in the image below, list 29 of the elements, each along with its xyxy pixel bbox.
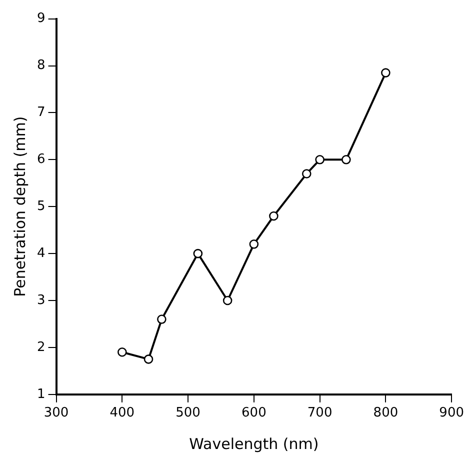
x-axis-title: Wavelength (nm) — [189, 434, 319, 453]
point — [144, 354, 154, 364]
y-tick-label: 4 — [36, 246, 46, 261]
x-tick-label: 500 — [176, 406, 200, 421]
y-tick-label: 7 — [36, 105, 46, 120]
point — [193, 248, 203, 258]
point — [302, 169, 312, 178]
x-tick-label: 800 — [373, 406, 398, 421]
point — [381, 68, 390, 78]
y-axis-title: Penetration depth (mm) — [10, 116, 29, 297]
y-tick-label: 1 — [36, 386, 46, 402]
point — [269, 211, 278, 221]
point — [342, 155, 351, 164]
y-tick-label: 8 — [36, 58, 46, 74]
point — [315, 155, 324, 164]
y-tick-label: 9 — [36, 11, 46, 26]
y-tick-label: 5 — [36, 198, 46, 214]
point — [249, 240, 259, 249]
x-tick-label: 300 — [44, 406, 69, 421]
y-tick-label: 3 — [36, 292, 46, 308]
x-tick-label: 900 — [439, 406, 464, 421]
x-tick-label: 600 — [242, 406, 266, 421]
x-tick-label: 700 — [307, 406, 332, 421]
point — [157, 314, 166, 324]
x-tick-label: 400 — [110, 406, 135, 421]
point — [118, 347, 127, 357]
point — [222, 296, 232, 306]
y-tick-label: 2 — [36, 340, 46, 355]
y-tick-label: 6 — [36, 152, 46, 168]
